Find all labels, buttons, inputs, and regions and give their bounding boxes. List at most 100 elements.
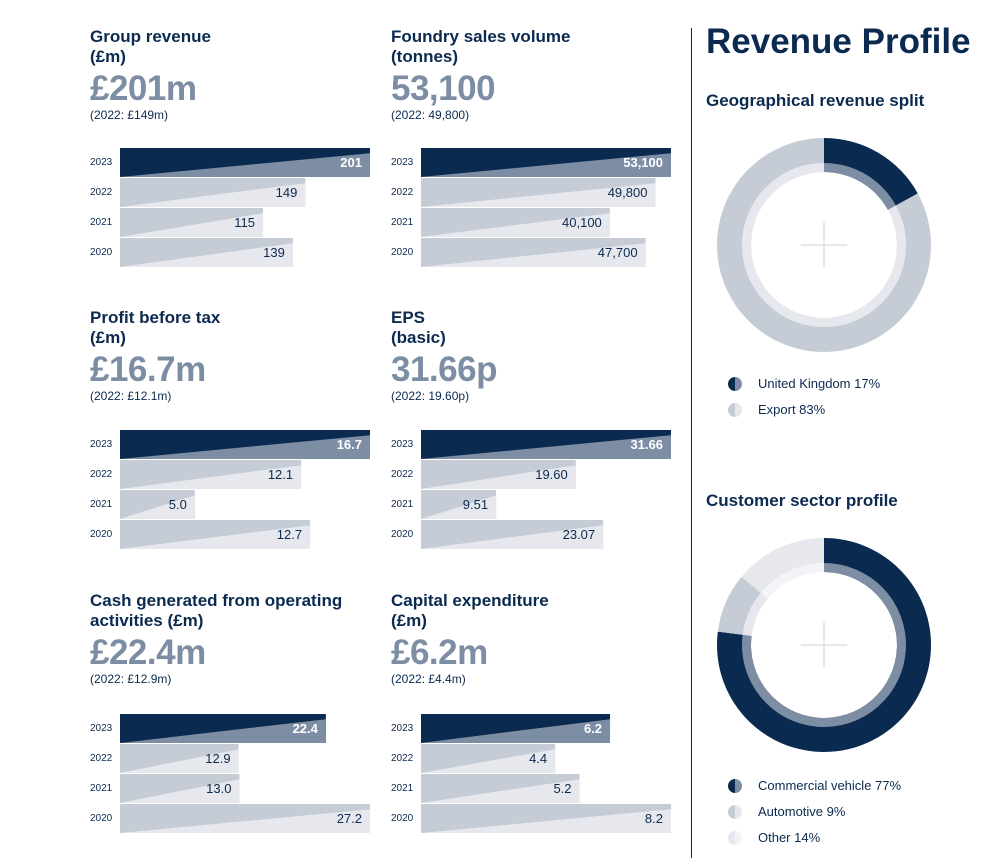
bar-2022 xyxy=(120,460,302,489)
bar-year-label: 2020 xyxy=(391,813,414,824)
kpi-value: £6.2m xyxy=(391,633,488,672)
kpi-title-unit: (£m) xyxy=(90,47,126,66)
kpi-prev-year: (2022: 49,800) xyxy=(391,108,470,122)
bar-2023 xyxy=(421,430,671,459)
bar-year-label: 2023 xyxy=(90,157,113,168)
bar-2020 xyxy=(120,238,293,267)
column-divider xyxy=(691,28,692,858)
bar-value-label: 53,100 xyxy=(623,155,663,170)
kpi-title-unit: activities (£m) xyxy=(90,611,204,630)
bar-2020 xyxy=(421,238,646,267)
bar-value-label: 49,800 xyxy=(607,185,648,200)
donut-center-mark xyxy=(801,622,847,668)
bar-row-2020: 2020 139 xyxy=(90,238,375,268)
kpi-prev-year: (2022: £12.1m) xyxy=(90,389,172,403)
kpi-value: £16.7m xyxy=(90,350,206,389)
revenue-profile-title: Revenue Profile xyxy=(706,22,971,61)
bar-row-2022: 2022 149 xyxy=(90,178,375,208)
bar-year-label: 2020 xyxy=(90,529,113,540)
bar-value-label: 4.4 xyxy=(529,751,548,766)
legend-label: Commercial vehicle 77% xyxy=(758,778,902,793)
bar-year-label: 2020 xyxy=(90,247,113,258)
bar-value-label: 31.66 xyxy=(630,437,663,452)
bar-2023 xyxy=(120,714,326,743)
bar-value-label: 5.0 xyxy=(168,497,187,512)
bar-year-label: 2023 xyxy=(391,723,414,734)
legend-label: United Kingdom 17% xyxy=(758,376,881,391)
bar-2023 xyxy=(421,714,611,743)
bar-row-2022: 2022 12.9 xyxy=(90,744,375,774)
bar-shade xyxy=(421,525,604,549)
bar-value-label: 40,100 xyxy=(562,215,602,230)
bar-row-2022: 2022 12.1 xyxy=(90,460,375,490)
bar-value-label: 5.2 xyxy=(553,781,572,796)
bar-year-label: 2023 xyxy=(391,157,414,168)
bar-row-2021: 2021 40,100 xyxy=(391,208,676,238)
legend-swatch-icon xyxy=(728,779,742,793)
bar-row-2022: 2022 19.60 xyxy=(391,460,676,490)
bar-year-label: 2020 xyxy=(391,529,414,540)
bar-year-label: 2022 xyxy=(391,187,414,198)
legend-swatch-icon xyxy=(728,831,742,845)
legend-label: Automotive 9% xyxy=(758,804,846,819)
bar-value-label: 12.1 xyxy=(267,467,294,482)
bar-year-label: 2022 xyxy=(90,469,113,480)
bar-row-2023: 2023 53,100 xyxy=(391,148,676,178)
kpi-prev-year: (2022: £12.9m) xyxy=(90,672,172,686)
bar-shade xyxy=(120,809,370,833)
bar-year-label: 2021 xyxy=(391,783,414,794)
bar-row-2020: 2020 27.2 xyxy=(90,804,375,834)
bar-2022 xyxy=(120,178,306,207)
legend-label: Export 83% xyxy=(758,402,826,417)
kpi-prev-year: (2022: £149m) xyxy=(90,108,169,122)
kpi-eps: EPS (basic) 31.66p (2022: 19.60p) 2023 31… xyxy=(391,308,676,549)
kpi-group-revenue: Group revenue (£m) £201m (2022: £149m) 2… xyxy=(90,27,375,267)
geo-donut-chart xyxy=(717,138,931,352)
kpi-title-unit: (£m) xyxy=(391,611,427,630)
donut-slice-automotive xyxy=(717,576,768,636)
bar-year-label: 2021 xyxy=(90,217,113,228)
bar-2020 xyxy=(120,520,311,549)
bar-row-2021: 2021 13.0 xyxy=(90,774,375,804)
kpi-prev-year: (2022: £4.4m) xyxy=(391,672,466,686)
bar-value-label: 27.2 xyxy=(336,811,362,826)
bar-year-label: 2022 xyxy=(90,753,113,764)
kpi-cash-generated: Cash generated from operating activities… xyxy=(90,591,375,833)
bar-row-2020: 2020 8.2 xyxy=(391,804,676,834)
bar-row-2023: 2023 22.4 xyxy=(90,714,375,744)
kpi-value: 31.66p xyxy=(391,350,497,389)
bar-row-2021: 2021 5.0 xyxy=(90,490,375,520)
geo-split-title: Geographical revenue split xyxy=(706,91,925,110)
bar-value-label: 6.2 xyxy=(583,721,603,736)
bar-value-label: 13.0 xyxy=(206,781,232,796)
bar-shade xyxy=(421,719,611,743)
bar-2023 xyxy=(421,148,671,177)
bar-2021 xyxy=(421,490,497,519)
bar-2022 xyxy=(421,744,556,773)
sector-profile-title: Customer sector profile xyxy=(706,491,898,510)
bar-value-label: 8.2 xyxy=(644,811,663,826)
bar-year-label: 2022 xyxy=(391,469,414,480)
kpi-title-unit: (basic) xyxy=(391,328,446,347)
bar-shade xyxy=(120,749,239,773)
bar-year-label: 2022 xyxy=(391,753,414,764)
bar-2023 xyxy=(120,430,370,459)
bar-2020 xyxy=(421,520,604,549)
bar-year-label: 2021 xyxy=(391,499,414,510)
bar-row-2022: 2022 4.4 xyxy=(391,744,676,774)
donut-slice-export xyxy=(717,138,931,352)
kpi-title: Group revenue xyxy=(90,27,211,46)
bar-2021 xyxy=(421,208,610,237)
bar-year-label: 2021 xyxy=(391,217,414,228)
kpi-title: Profit before tax xyxy=(90,308,221,327)
bar-value-label: 115 xyxy=(234,215,256,230)
bar-shade xyxy=(120,525,311,549)
bar-2021 xyxy=(120,774,240,803)
bar-2022 xyxy=(421,460,576,489)
bar-year-label: 2023 xyxy=(90,723,113,734)
bar-value-label: 9.51 xyxy=(462,497,489,512)
bar-value-label: 12.9 xyxy=(205,751,231,766)
bar-row-2023: 2023 201 xyxy=(90,148,375,178)
legend-swatch-icon xyxy=(728,403,742,417)
bar-shade xyxy=(120,779,240,803)
